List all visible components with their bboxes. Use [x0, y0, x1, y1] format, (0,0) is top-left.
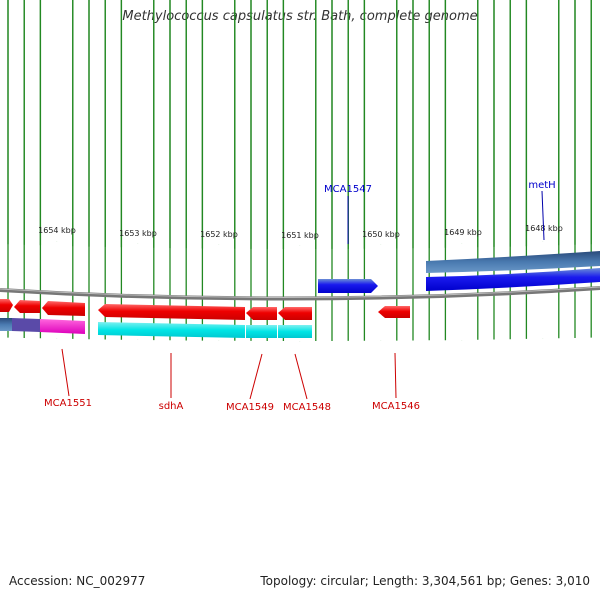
- gene-metH-shadow: [426, 251, 600, 273]
- cds-left-purple: [12, 318, 40, 332]
- cds-MCA1551: [40, 319, 85, 334]
- genome-backbone: [0, 286, 600, 301]
- genome-backbone-highlight: [0, 286, 600, 299]
- leader-MCA1549: [249, 353, 263, 400]
- scale-label-1653: 1653 kbp: [119, 229, 157, 238]
- scale-ticks-inner: [7, 0, 592, 342]
- label-MCA1546: MCA1546: [372, 401, 420, 412]
- leader-MCA1551: [61, 348, 70, 397]
- leader-MCA1546: [394, 352, 397, 399]
- map-title: Methylococcus capsulatus str. Bath, comp…: [122, 9, 478, 24]
- leader-MCA1548: [294, 353, 308, 400]
- gene-metH: [426, 268, 600, 291]
- scale-label-1651: 1651 kbp: [281, 231, 319, 240]
- label-MCA1548: MCA1548: [283, 402, 331, 413]
- label-sdhA: sdhA: [159, 401, 184, 412]
- label-MCA1547: MCA1547: [324, 184, 372, 195]
- scale-ticks-outer: [7, 0, 592, 249]
- leader-metH: [541, 190, 545, 241]
- accession-label: Accession: NC_002977: [9, 574, 146, 588]
- gene-reverse-a: [0, 299, 13, 312]
- gene-MCA1547: [318, 279, 378, 293]
- cds-MCA1549: [246, 325, 277, 338]
- genome-summary: Topology: circular; Length: 3,304,561 bp…: [260, 574, 590, 588]
- scale-label-1654: 1654 kbp: [38, 226, 76, 235]
- label-metH: metH: [528, 180, 555, 191]
- gene-MCA1546: [378, 306, 410, 318]
- gene-MCA1551: [42, 301, 85, 316]
- scale-label-1652: 1652 kbp: [200, 230, 238, 239]
- label-MCA1551: MCA1551: [44, 398, 92, 409]
- scale-label-1650: 1650 kbp: [362, 230, 400, 239]
- gene-sdhA: [98, 304, 245, 320]
- scale-label-1649: 1649 kbp: [444, 228, 482, 237]
- gene-MCA1549: [246, 307, 277, 320]
- cds-MCA1548: [278, 325, 312, 338]
- cds-left-steel: [0, 318, 12, 331]
- cds-sdhA: [98, 322, 245, 338]
- label-MCA1549: MCA1549: [226, 402, 274, 413]
- gene-reverse-b: [14, 300, 40, 313]
- gene-MCA1548: [278, 307, 312, 320]
